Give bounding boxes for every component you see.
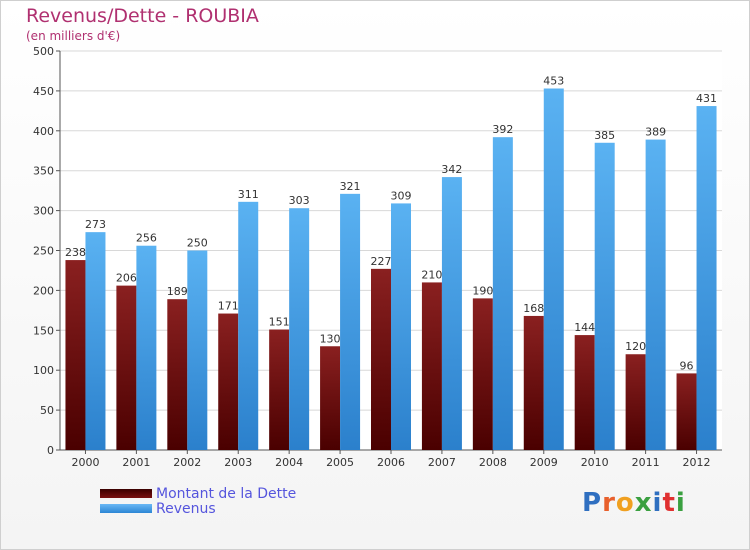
data-label: 250 — [187, 237, 208, 250]
bar-revenus — [238, 201, 259, 450]
legend-item-dette: Montant de la Dette — [100, 485, 297, 502]
data-label: 309 — [391, 189, 412, 202]
x-tick-label: 2011 — [632, 456, 660, 469]
logo-letter: r — [602, 488, 616, 518]
y-tick-label: 50 — [40, 404, 54, 417]
bar-dette — [167, 299, 188, 450]
legend-swatch-dette — [100, 489, 152, 498]
legend-swatch-revenus — [100, 504, 152, 513]
data-label: 171 — [218, 300, 239, 313]
bar-revenus — [391, 203, 411, 450]
legend: Montant de la Dette Revenus — [100, 485, 297, 517]
data-label: 144 — [574, 321, 595, 334]
data-label: 342 — [441, 163, 462, 176]
bar-revenus — [136, 245, 157, 450]
logo-letter: P — [582, 488, 603, 518]
bar-dette — [65, 260, 86, 450]
y-tick-label: 100 — [33, 364, 54, 377]
legend-label-dette: Montant de la Dette — [156, 485, 297, 502]
y-tick-label: 250 — [33, 245, 54, 258]
bar-revenus — [696, 106, 717, 450]
bar-dette — [472, 298, 493, 450]
data-label: 151 — [269, 316, 290, 329]
bar-dette — [676, 373, 697, 450]
bar-dette — [218, 313, 239, 450]
y-tick-label: 400 — [33, 125, 54, 138]
chart-title: Revenus/Dette - ROUBIA — [26, 5, 259, 27]
bar-dette — [320, 346, 341, 450]
data-label: 120 — [625, 340, 646, 353]
logo-letter: t — [662, 488, 676, 518]
logo-letter: i — [652, 488, 663, 518]
x-tick-label: 2001 — [122, 456, 150, 469]
bar-dette — [371, 268, 391, 450]
data-label: 321 — [340, 180, 361, 193]
bar-dette — [421, 282, 442, 450]
x-tick-label: 2003 — [224, 456, 252, 469]
x-tick-label: 2002 — [173, 456, 201, 469]
bar-dette — [269, 329, 290, 450]
x-tick-label: 2012 — [683, 456, 711, 469]
x-tick-label: 2005 — [326, 456, 354, 469]
bar-revenus — [187, 250, 208, 450]
data-label: 303 — [289, 194, 310, 207]
x-tick-label: 2010 — [581, 456, 609, 469]
proxiti-logo: Proxiti — [582, 488, 686, 518]
data-label: 96 — [680, 359, 694, 372]
data-label: 385 — [594, 129, 615, 142]
y-tick-label: 350 — [33, 165, 54, 178]
bar-dette — [574, 335, 595, 450]
logo-letter: o — [615, 488, 635, 518]
data-label: 206 — [116, 272, 137, 285]
y-tick-label: 450 — [33, 85, 54, 98]
bar-revenus — [645, 139, 666, 450]
bar-dette — [116, 285, 137, 450]
y-tick-label: 500 — [33, 45, 54, 58]
y-tick-label: 300 — [33, 205, 54, 218]
logo-letter: x — [634, 488, 653, 518]
data-label: 238 — [65, 246, 86, 259]
legend-label-revenus: Revenus — [156, 500, 216, 517]
data-label: 389 — [645, 126, 666, 139]
data-label: 210 — [421, 268, 442, 281]
data-label: 453 — [543, 75, 564, 88]
data-label: 311 — [238, 188, 259, 201]
x-tick-label: 2006 — [377, 456, 405, 469]
bar-revenus — [594, 142, 615, 450]
data-label: 130 — [320, 332, 341, 345]
data-label: 392 — [492, 123, 513, 136]
x-tick-label: 2008 — [479, 456, 507, 469]
data-label: 227 — [371, 255, 392, 268]
data-label: 168 — [523, 302, 544, 315]
x-tick-label: 2000 — [71, 456, 99, 469]
x-tick-label: 2004 — [275, 456, 303, 469]
bar-revenus — [543, 88, 564, 451]
logo-letter: i — [675, 488, 686, 518]
bar-revenus — [289, 208, 310, 450]
bar-revenus — [492, 137, 513, 450]
chart-subtitle: (en milliers d'€) — [26, 29, 121, 43]
y-tick-label: 200 — [33, 284, 54, 297]
y-tick-label: 150 — [33, 324, 54, 337]
data-label: 189 — [167, 285, 188, 298]
bar-revenus — [441, 177, 462, 451]
x-tick-label: 2009 — [530, 456, 558, 469]
bar-revenus — [85, 232, 106, 450]
data-label: 431 — [696, 92, 717, 105]
data-label: 256 — [136, 232, 157, 245]
bar-revenus — [340, 193, 361, 451]
legend-item-revenus: Revenus — [100, 500, 296, 517]
bar-dette — [523, 315, 544, 450]
x-tick-label: 2007 — [428, 456, 456, 469]
y-tick-label: 0 — [47, 444, 54, 457]
bar-dette — [625, 354, 646, 450]
data-label: 190 — [472, 284, 493, 297]
data-label: 273 — [85, 218, 106, 231]
